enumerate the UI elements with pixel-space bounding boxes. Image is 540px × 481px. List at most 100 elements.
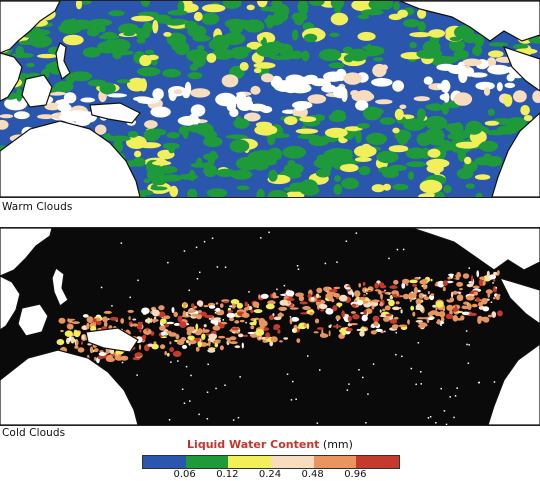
cold-cloud-patch xyxy=(442,286,446,292)
warm-cloud-patch xyxy=(474,174,491,180)
cold-cloud-patch xyxy=(220,303,224,308)
cold-cloud-patch xyxy=(345,327,353,332)
cold-speck xyxy=(420,383,422,385)
warm-cloud-patch xyxy=(203,153,219,161)
cold-speck xyxy=(195,246,198,249)
warm-clouds-map xyxy=(0,0,540,198)
warm-cloud-patch xyxy=(28,34,52,48)
cold-speck xyxy=(296,265,299,267)
warm-cloud-patch xyxy=(408,171,415,181)
warm-cloud-patch xyxy=(417,8,427,19)
cold-cloud-patch xyxy=(219,345,224,351)
borneo-island xyxy=(21,74,53,108)
cold-cloud-patch xyxy=(193,338,202,342)
cold-cloud-patch xyxy=(455,318,464,321)
cold-cloud-patch xyxy=(335,315,341,321)
cold-cloud-patch xyxy=(398,324,408,328)
warm-cloud-patch xyxy=(392,183,409,191)
cold-speck xyxy=(396,248,399,251)
cold-cloud-patch xyxy=(227,338,231,344)
cold-cloud-patch xyxy=(218,335,226,339)
cold-cloud-patch xyxy=(166,321,175,325)
cold-cloud-patch xyxy=(103,310,112,314)
warm-cloud-patch xyxy=(190,88,211,98)
cold-cloud-patch xyxy=(419,305,424,312)
cold-cloud-patch xyxy=(314,318,320,324)
legend-swatch xyxy=(185,456,229,468)
cold-cloud-patch xyxy=(166,330,172,334)
cold-speck xyxy=(111,305,113,307)
warm-cloud-patch xyxy=(419,179,443,194)
cold-speck xyxy=(189,400,191,402)
warm-cloud-patch xyxy=(108,38,131,52)
warm-cloud-patch xyxy=(328,112,347,123)
cold-cloud-patch xyxy=(413,286,418,294)
warm-cloud-patch xyxy=(139,193,145,197)
warm-cloud-patch xyxy=(388,145,409,153)
cold-cloud-patch xyxy=(316,287,323,294)
cold-cloud-patch xyxy=(212,325,221,331)
cold-speck xyxy=(276,288,278,291)
cold-cloud-patch xyxy=(379,309,382,313)
cold-cloud-patch xyxy=(120,318,125,324)
warm-cloud-patch xyxy=(406,161,427,168)
cold-cloud-patch xyxy=(96,320,102,326)
warm-cloud-patch xyxy=(413,96,430,102)
cold-speck xyxy=(440,387,442,390)
warm-cloud-patch xyxy=(161,174,183,182)
warm-cloud-patch xyxy=(253,62,276,69)
legend-swatch xyxy=(313,456,357,468)
cold-cloud-patch xyxy=(417,324,426,328)
cold-cloud-patch xyxy=(283,337,289,340)
cold-cloud-patch xyxy=(75,340,79,346)
warm-cloud-patch xyxy=(184,81,192,96)
warm-cloud-patch xyxy=(206,53,217,63)
warm-cloud-patch xyxy=(236,185,250,190)
cold-cloud-patch xyxy=(258,320,268,327)
warm-cloud-patch xyxy=(163,18,186,26)
legend-swatch xyxy=(356,456,400,468)
cold-cloud-patch xyxy=(440,316,445,322)
warm-cloud-patch xyxy=(428,138,448,146)
cold-cloud-patch xyxy=(370,325,374,328)
cold-cloud-patch xyxy=(356,299,364,306)
cold-cloud-patch xyxy=(385,313,392,317)
warm-cloud-patch xyxy=(409,42,417,49)
cold-speck xyxy=(427,417,430,419)
warm-cloud-patch xyxy=(200,12,220,25)
legend-title-text: Liquid Water Content xyxy=(187,438,320,451)
cold-cloud-patch xyxy=(435,306,438,311)
cold-cloud-patch xyxy=(379,284,387,289)
cold-cloud-patch xyxy=(299,301,308,305)
cold-cloud-patch xyxy=(395,301,400,305)
cold-cloud-patch xyxy=(455,311,464,313)
cold-cloud-patch xyxy=(77,347,85,353)
cold-cloud-patch xyxy=(456,281,463,287)
cold-cloud-patch xyxy=(333,286,341,290)
borneo-island xyxy=(17,303,49,337)
cold-speck xyxy=(203,240,206,243)
cold-cloud-patch xyxy=(208,339,211,347)
cold-cloud-patch xyxy=(393,279,399,285)
warm-cloud-patch xyxy=(428,29,446,38)
cold-cloud-patch xyxy=(479,276,485,281)
cold-cloud-patch xyxy=(386,298,391,301)
cold-speck xyxy=(495,287,497,289)
cold-speck xyxy=(206,391,209,393)
cold-cloud-patch xyxy=(452,307,459,312)
cold-cloud-patch xyxy=(298,295,305,302)
cold-speck xyxy=(190,338,192,340)
cold-cloud-patch xyxy=(392,326,396,330)
cold-cloud-patch xyxy=(130,323,133,327)
cold-cloud-patch xyxy=(316,327,324,330)
warm-cloud-patch xyxy=(355,100,369,111)
cold-land-layer xyxy=(0,228,540,425)
cold-cloud-patch xyxy=(277,313,285,317)
warm-cloud-patch xyxy=(436,56,459,64)
cold-cloud-patch xyxy=(418,292,425,299)
cold-cloud-patch xyxy=(449,310,453,315)
cold-speck xyxy=(177,360,179,362)
cold-speck xyxy=(206,418,209,420)
warm-cloud-patch xyxy=(487,108,495,116)
warm-cloud-patch xyxy=(37,53,58,59)
